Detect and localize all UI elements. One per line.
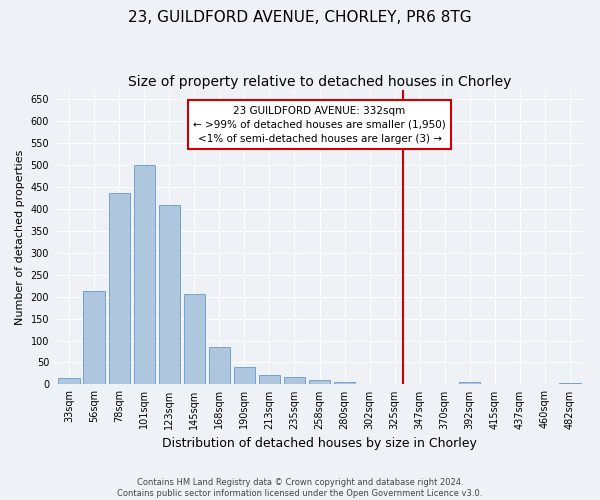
Bar xyxy=(284,377,305,384)
Bar xyxy=(184,294,205,384)
Bar xyxy=(259,375,280,384)
Y-axis label: Number of detached properties: Number of detached properties xyxy=(15,150,25,325)
Bar xyxy=(158,205,180,384)
Bar xyxy=(83,292,105,384)
Title: Size of property relative to detached houses in Chorley: Size of property relative to detached ho… xyxy=(128,75,511,89)
Bar xyxy=(309,380,330,384)
X-axis label: Distribution of detached houses by size in Chorley: Distribution of detached houses by size … xyxy=(162,437,477,450)
Bar xyxy=(134,165,155,384)
Bar xyxy=(459,382,481,384)
Bar xyxy=(109,192,130,384)
Text: 23 GUILDFORD AVENUE: 332sqm
← >99% of detached houses are smaller (1,950)
<1% of: 23 GUILDFORD AVENUE: 332sqm ← >99% of de… xyxy=(193,106,446,144)
Text: 23, GUILDFORD AVENUE, CHORLEY, PR6 8TG: 23, GUILDFORD AVENUE, CHORLEY, PR6 8TG xyxy=(128,10,472,25)
Bar xyxy=(58,378,80,384)
Bar xyxy=(559,382,581,384)
Bar xyxy=(334,382,355,384)
Bar xyxy=(209,346,230,385)
Text: Contains HM Land Registry data © Crown copyright and database right 2024.
Contai: Contains HM Land Registry data © Crown c… xyxy=(118,478,482,498)
Bar xyxy=(234,367,255,384)
